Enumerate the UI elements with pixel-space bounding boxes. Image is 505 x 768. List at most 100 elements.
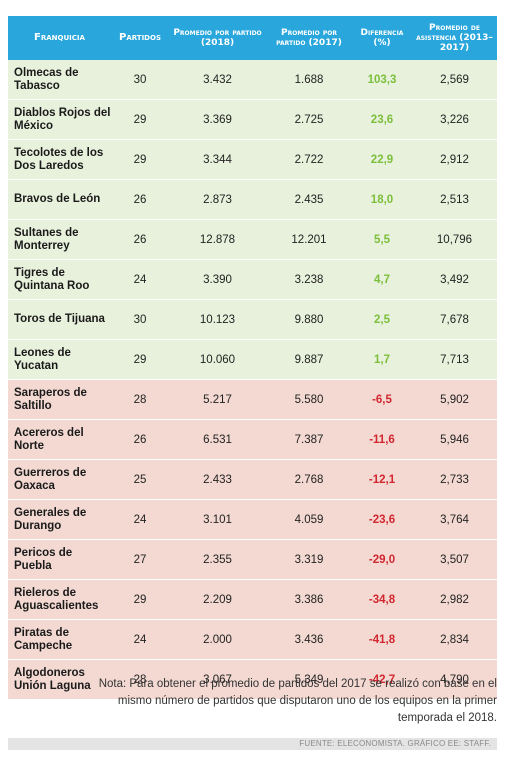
cell-asistencia: 10,796 bbox=[412, 219, 497, 260]
header-partidos: Partidos bbox=[111, 16, 169, 60]
cell-promedio-2017: 4.059 bbox=[266, 499, 352, 540]
table-row: Generales de Durango 24 3.101 4.059 -23,6 3,7… bbox=[8, 499, 497, 540]
cell-promedio-2018: 3.369 bbox=[169, 99, 266, 140]
cell-asistencia: 7,713 bbox=[412, 339, 497, 380]
cell-promedio-2017: 9.880 bbox=[266, 299, 352, 340]
table-row: Diablos Rojos del México 29 3.369 2.725 23,6… bbox=[8, 99, 497, 140]
table-row: Algodoneros Unión Laguna 28 3.067 5.349 -42,… bbox=[8, 659, 497, 699]
attendance-table: Franquicia Partidos Promedio por partido… bbox=[8, 16, 497, 699]
cell-asistencia: 2,834 bbox=[412, 619, 497, 660]
cell-promedio-2018: 10.123 bbox=[169, 299, 266, 340]
cell-franquicia: Toros de Tijuana bbox=[8, 299, 111, 340]
cell-promedio-2017: 2.725 bbox=[266, 99, 352, 140]
cell-diferencia: 103,3 bbox=[352, 60, 412, 100]
cell-asistencia: 2,569 bbox=[412, 60, 497, 100]
cell-franquicia: Olmecas de Tabasco bbox=[8, 60, 111, 100]
cell-diferencia: -34,8 bbox=[352, 579, 412, 620]
cell-franquicia: Acereros del Norte bbox=[8, 419, 111, 460]
cell-diferencia: -6,5 bbox=[352, 379, 412, 420]
cell-asistencia: 2,733 bbox=[412, 459, 497, 500]
cell-franquicia: Diablos Rojos del México bbox=[8, 99, 111, 140]
cell-promedio-2017: 3.319 bbox=[266, 539, 352, 580]
cell-diferencia: 2,5 bbox=[352, 299, 412, 340]
cell-promedio-2018: 2.209 bbox=[169, 579, 266, 620]
cell-diferencia: 23,6 bbox=[352, 99, 412, 140]
cell-promedio-2018: 3.432 bbox=[169, 60, 266, 100]
cell-diferencia: -29,0 bbox=[352, 539, 412, 580]
cell-franquicia: Tigres de Quintana Roo bbox=[8, 259, 111, 300]
footnote: Nota: Para obtener el promedio de partid… bbox=[98, 678, 497, 724]
header-promedio-2018: Promedio por partido (2018) bbox=[169, 16, 266, 60]
cell-partidos: 28 bbox=[111, 659, 169, 699]
cell-asistencia: 3,226 bbox=[412, 99, 497, 140]
cell-promedio-2018: 3.101 bbox=[169, 499, 266, 540]
cell-partidos: 30 bbox=[111, 299, 169, 340]
cell-partidos: 26 bbox=[111, 179, 169, 220]
cell-partidos: 26 bbox=[111, 219, 169, 260]
cell-diferencia: -12,1 bbox=[352, 459, 412, 500]
cell-partidos: 29 bbox=[111, 99, 169, 140]
cell-asistencia: 5,946 bbox=[412, 419, 497, 460]
table-row: Leones de Yucatan 29 10.060 9.887 1,7 7,713 bbox=[8, 339, 497, 380]
cell-partidos: 24 bbox=[111, 259, 169, 300]
cell-partidos: 24 bbox=[111, 499, 169, 540]
cell-diferencia: -42,7 bbox=[352, 659, 412, 699]
cell-asistencia: 2,912 bbox=[412, 139, 497, 180]
cell-asistencia: 4,790 bbox=[412, 659, 497, 699]
cell-franquicia: Saraperos de Saltillo bbox=[8, 379, 111, 420]
table-row: Guerreros de Oaxaca 25 2.433 2.768 -12,1 2,73… bbox=[8, 459, 497, 500]
header-promedio-2017: Promedio por partido (2017) bbox=[266, 16, 352, 60]
cell-franquicia: Sultanes de Monterrey bbox=[8, 219, 111, 260]
table-row: Piratas de Campeche 24 2.000 3.436 -41,8 2,83… bbox=[8, 619, 497, 660]
cell-franquicia: Leones de Yucatan bbox=[8, 339, 111, 380]
cell-franquicia: Algodoneros Unión Laguna bbox=[8, 659, 111, 699]
cell-promedio-2017: 3.238 bbox=[266, 259, 352, 300]
table-row: Tigres de Quintana Roo 24 3.390 3.238 4,7 3,4… bbox=[8, 259, 497, 300]
cell-asistencia: 3,492 bbox=[412, 259, 497, 300]
table-row: Acereros del Norte 26 6.531 7.387 -11,6 5,946 bbox=[8, 419, 497, 460]
cell-franquicia: Generales de Durango bbox=[8, 499, 111, 540]
cell-promedio-2018: 5.217 bbox=[169, 379, 266, 420]
cell-promedio-2017: 1.688 bbox=[266, 60, 352, 100]
cell-partidos: 27 bbox=[111, 539, 169, 580]
cell-promedio-2018: 3.390 bbox=[169, 259, 266, 300]
table-row: Rieleros de Aguascalientes 29 2.209 3.386 -3… bbox=[8, 579, 497, 620]
cell-partidos: 29 bbox=[111, 139, 169, 180]
cell-promedio-2018: 2.000 bbox=[169, 619, 266, 660]
cell-promedio-2017: 2.768 bbox=[266, 459, 352, 500]
cell-partidos: 28 bbox=[111, 379, 169, 420]
table-header: Franquicia Partidos Promedio por partido… bbox=[8, 16, 497, 60]
cell-partidos: 24 bbox=[111, 619, 169, 660]
cell-promedio-2017: 3.386 bbox=[266, 579, 352, 620]
table-row: Saraperos de Saltillo 28 5.217 5.580 -6,5 5,9… bbox=[8, 379, 497, 420]
cell-promedio-2017: 2.722 bbox=[266, 139, 352, 180]
cell-partidos: 30 bbox=[111, 60, 169, 100]
table-body: Olmecas de Tabasco 30 3.432 1.688 103,3 2,569… bbox=[8, 60, 497, 699]
header-franquicia: Franquicia bbox=[8, 16, 111, 60]
table-row: Sultanes de Monterrey 26 12.878 12.201 5,5 10… bbox=[8, 219, 497, 260]
cell-promedio-2018: 10.060 bbox=[169, 339, 266, 380]
cell-asistencia: 2,982 bbox=[412, 579, 497, 620]
cell-promedio-2017: 9.887 bbox=[266, 339, 352, 380]
cell-promedio-2017: 7.387 bbox=[266, 419, 352, 460]
cell-diferencia: -23,6 bbox=[352, 499, 412, 540]
table-row: Bravos de León 26 2.873 2.435 18,0 2,513 bbox=[8, 179, 497, 220]
cell-partidos: 29 bbox=[111, 339, 169, 380]
header-asistencia: Promedio de asistencia (2013–2017) bbox=[412, 16, 497, 60]
cell-asistencia: 7,678 bbox=[412, 299, 497, 340]
source-credit: FUENTE: ELECONOMISTA. GRÁFICO EE: STAFF. bbox=[8, 738, 497, 750]
cell-promedio-2018: 6.531 bbox=[169, 419, 266, 460]
cell-franquicia: Tecolotes de los Dos Laredos bbox=[8, 139, 111, 180]
cell-promedio-2017: 2.435 bbox=[266, 179, 352, 220]
cell-asistencia: 3,764 bbox=[412, 499, 497, 540]
cell-asistencia: 5,902 bbox=[412, 379, 497, 420]
cell-promedio-2018: 3.067 bbox=[169, 659, 266, 699]
cell-franquicia: Guerreros de Oaxaca bbox=[8, 459, 111, 500]
cell-partidos: 25 bbox=[111, 459, 169, 500]
cell-partidos: 29 bbox=[111, 579, 169, 620]
cell-partidos: 26 bbox=[111, 419, 169, 460]
table-row: Olmecas de Tabasco 30 3.432 1.688 103,3 2,569 bbox=[8, 60, 497, 100]
cell-diferencia: 1,7 bbox=[352, 339, 412, 380]
cell-diferencia: 5,5 bbox=[352, 219, 412, 260]
